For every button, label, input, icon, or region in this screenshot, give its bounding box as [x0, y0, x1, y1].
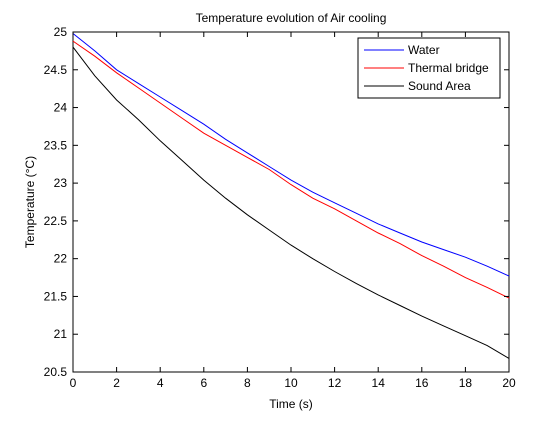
x-axis-label: Time (s): [269, 397, 313, 411]
x-tick-label: 20: [502, 376, 516, 390]
y-tick-label: 22.5: [44, 214, 68, 228]
x-tick-label: 14: [372, 376, 386, 390]
x-tick-label: 18: [459, 376, 473, 390]
y-tick-label: 22: [54, 252, 68, 266]
y-tick-label: 24: [54, 101, 68, 115]
y-tick-label: 21.5: [44, 289, 68, 303]
x-tick-label: 10: [284, 376, 298, 390]
x-tick-label: 4: [157, 376, 164, 390]
series-line-water: [72, 33, 510, 277]
tick-layer: 0 2 4 6 8 10 12 14 16 18 2020.52121.52222.52323.52…: [44, 25, 516, 390]
y-tick-label: 25: [54, 25, 68, 39]
y-tick-label: 21: [54, 327, 68, 341]
legend-label-water: Water: [408, 43, 440, 57]
series-line-sound-area: [72, 46, 510, 359]
legend: Water Thermal bridge Sound Area: [357, 37, 501, 99]
x-tick-label: 8: [244, 376, 251, 390]
legend-label-thermal-bridge: Thermal bridge: [408, 61, 489, 75]
y-tick-label: 23.5: [44, 138, 68, 152]
x-tick-label: 2: [113, 376, 120, 390]
x-tick-label: 0: [70, 376, 77, 390]
y-tick-label: 24.5: [44, 63, 68, 77]
x-tick-label: 6: [200, 376, 207, 390]
x-tick-label: 12: [328, 376, 342, 390]
x-tick-label: 16: [415, 376, 429, 390]
series-line-thermal-bridge: [72, 40, 510, 299]
y-tick-label: 23: [54, 176, 68, 190]
legend-label-sound-area: Sound Area: [408, 79, 471, 93]
y-axis-label: Temperature (°C): [23, 156, 37, 248]
y-tick-label: 20.5: [44, 365, 68, 379]
series-layer: [72, 33, 510, 359]
chart-title: Temperature evolution of Air cooling: [196, 11, 387, 25]
